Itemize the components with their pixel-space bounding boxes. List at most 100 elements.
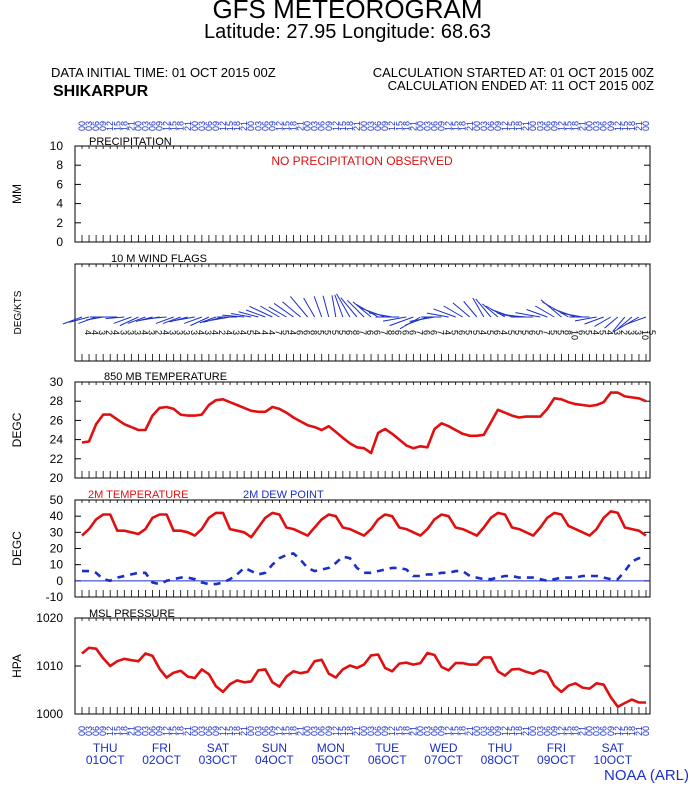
wind-label-text: 6 <box>492 330 502 335</box>
hour-label-text: 09 <box>211 726 221 736</box>
wind-barb <box>389 316 414 327</box>
top-hour-tick-label: 03 <box>592 121 602 131</box>
wind-barb <box>62 316 83 325</box>
top-hour-tick-label: 09 <box>324 121 334 131</box>
wind-label: 7 <box>358 330 368 335</box>
top-hour-tick-label: 12 <box>444 121 454 131</box>
wind-label-text: 3 <box>626 330 636 335</box>
wind-label-text: 4 <box>196 330 206 335</box>
wind-barb <box>604 316 619 329</box>
day-date-label: 10OCT <box>593 753 632 767</box>
top-hour-tick-label: 00 <box>133 121 143 131</box>
hour-label-text: 06 <box>542 121 552 131</box>
y-tick-label: 40 <box>50 509 64 523</box>
bottom-hour-tick-label: 06 <box>486 726 496 736</box>
hour-label-text: 12 <box>331 121 341 131</box>
wind-barb <box>273 303 294 318</box>
wind-barb <box>238 311 259 318</box>
wind-label: 5 <box>555 330 565 335</box>
hour-label-text: 15 <box>620 726 630 736</box>
bottom-hour-tick-label: 09 <box>606 726 616 736</box>
wind-label-text: 3 <box>168 330 178 335</box>
top-hour-tick-label: 06 <box>599 121 609 131</box>
day-weekday-label: FRI <box>152 741 171 755</box>
wind-label: 10 <box>569 330 579 340</box>
wind-label: 8 <box>351 330 361 335</box>
bottom-hour-tick-label: 00 <box>303 726 313 736</box>
wind-barb <box>289 296 308 318</box>
hour-label-text: 00 <box>133 726 143 736</box>
day-weekday-label: THU <box>488 741 513 755</box>
wind-label-text: 7 <box>273 330 283 335</box>
top-hour-tick-label: 03 <box>366 121 376 131</box>
wind-barb <box>336 293 351 318</box>
hour-label-text: 09 <box>549 121 559 131</box>
wind-barb <box>463 301 478 318</box>
bottom-hour-tick-label: 06 <box>542 726 552 736</box>
location-subtitle: Latitude: 27.95 Longitude: 68.63 <box>204 21 491 43</box>
day-weekday-label: WED <box>430 741 458 755</box>
wind-label-text: 10 <box>640 330 650 340</box>
hour-label-text: 12 <box>613 121 623 131</box>
hour-label-text: 12 <box>556 121 566 131</box>
wind-label-text: 5 <box>485 330 495 335</box>
hour-label-text: 21 <box>183 726 193 736</box>
top-hour-tick-label: 06 <box>542 121 552 131</box>
wind-label: 5 <box>323 330 333 335</box>
hour-label-text: 18 <box>401 726 411 736</box>
wind-barb <box>443 305 463 318</box>
hour-label-text: 15 <box>394 726 404 736</box>
hour-label-text: 09 <box>155 726 165 736</box>
day-weekday-label: MON <box>317 741 345 755</box>
hour-label-text: 18 <box>571 726 581 736</box>
bottom-hour-tick-label: 15 <box>225 726 235 736</box>
y-tick-label: 24 <box>50 433 64 447</box>
bottom-hour-tick-label: 21 <box>296 726 306 736</box>
top-hour-tick-label: 00 <box>77 121 87 131</box>
precip-y-axis-label: MM <box>10 184 24 204</box>
top-hour-tick-label: 21 <box>126 121 136 131</box>
top-hour-tick-label: 21 <box>521 121 531 131</box>
calc-ended-label: CALCULATION ENDED AT: 11 OCT 2015 00Z <box>387 78 654 93</box>
bottom-hour-tick-label: 06 <box>430 726 440 736</box>
hour-label-text: 15 <box>507 726 517 736</box>
hour-label-text: 09 <box>549 726 559 736</box>
wind-barb <box>482 303 499 318</box>
hour-label-text: 12 <box>387 726 397 736</box>
hour-label-text: 15 <box>563 726 573 736</box>
wind-label-text: 2 <box>154 330 164 335</box>
hour-label-text: 00 <box>190 121 200 131</box>
bottom-hour-tick-label: 21 <box>183 726 193 736</box>
bottom-hour-tick-label: 15 <box>281 726 291 736</box>
top-hour-tick-label: 12 <box>331 121 341 131</box>
top-hour-tick-label: 21 <box>352 121 362 131</box>
hour-label-text: 06 <box>486 726 496 736</box>
temp2m-series-line <box>81 509 647 539</box>
bottom-hour-tick-label: 18 <box>627 726 637 736</box>
wind-label: 3 <box>182 330 192 335</box>
noaa-credit: NOAA (ARL) <box>604 767 690 784</box>
top-hour-tick-label: 18 <box>627 121 637 131</box>
wind-label: 4 <box>224 330 234 335</box>
bottom-hour-tick-label: 21 <box>521 726 531 736</box>
hour-label-text: 06 <box>91 726 101 736</box>
hour-label-text: 21 <box>521 121 531 131</box>
wind-barb <box>352 301 372 318</box>
y-tick-label: 6 <box>56 177 63 191</box>
hour-label-text: 03 <box>310 726 320 736</box>
wind-label-text: 4 <box>287 330 297 335</box>
y-tick-label: 20 <box>50 542 64 556</box>
hour-label-text: 09 <box>606 121 616 131</box>
wind-label-text: 5 <box>471 330 481 335</box>
hour-label-text: 12 <box>218 121 228 131</box>
wind-label: 5 <box>506 330 516 335</box>
hour-label-text: 21 <box>465 726 475 736</box>
wind-label-text: 4 <box>478 330 488 335</box>
bottom-hour-tick-label: 12 <box>444 726 454 736</box>
hour-label-text: 00 <box>359 726 369 736</box>
wind-label: 3 <box>168 330 178 335</box>
bottom-hour-tick-label: 09 <box>211 726 221 736</box>
hour-label-text: 18 <box>627 726 637 736</box>
hour-label-text: 21 <box>578 726 588 736</box>
